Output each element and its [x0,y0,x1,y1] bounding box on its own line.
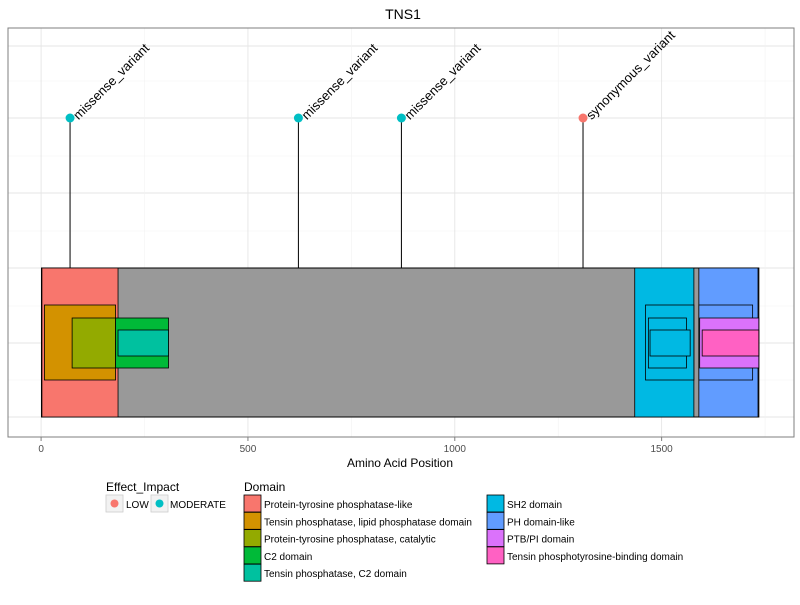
legend-domain-key [487,495,504,512]
legend-domain-label: Tensin phosphatase, C2 domain [264,569,407,580]
legend-domain-key [244,530,261,547]
legend-domain-key [487,530,504,547]
x-tick-label: 1000 [444,444,467,455]
domain-box [118,330,168,356]
legend-impact-title: Effect_Impact [106,480,180,494]
legend-domain-label: PH domain-like [507,517,575,528]
legend-domain: Domain Protein-tyrosine phosphatase-like T… [244,480,683,581]
chart-title: TNS1 [385,6,421,22]
legend-impact-dot [156,500,164,508]
domain-box [72,318,115,368]
legend-domain-label: Protein-tyrosine phosphatase-like [264,500,413,511]
legend-domain-key [244,495,261,512]
legend-impact-dot [111,500,119,508]
legend-domain-label: PTB/PI domain [507,535,574,546]
legend-domain-key [244,512,261,529]
legend-impact-label: LOW [126,500,149,511]
legend-domain-key [487,512,504,529]
legend-domain-key [244,547,261,564]
x-tick-label: 500 [240,444,257,455]
legend-domain-title: Domain [244,480,285,494]
legend-domain-label: SH2 domain [507,500,562,511]
x-tick-label: 1500 [650,444,673,455]
legend-domain-key [487,547,504,564]
x-axis: 0 500 1000 1500 [38,437,673,455]
legend-domain-label: C2 domain [264,552,312,563]
legend-impact-label: MODERATE [170,500,226,511]
x-tick-label: 0 [38,444,44,455]
legend-effect-impact: Effect_Impact LOW MODERATE [106,480,226,512]
legend-domain-key [244,564,261,581]
x-axis-label: Amino Acid Position [347,456,453,470]
domain-box [702,330,759,356]
legend-domain-label: Tensin phosphatase, lipid phosphatase do… [264,517,472,528]
legend-domain-label: Tensin phosphotyrosine-binding domain [507,552,683,563]
legend-domain-label: Protein-tyrosine phosphatase, catalytic [264,535,436,546]
domain-box [650,330,690,356]
